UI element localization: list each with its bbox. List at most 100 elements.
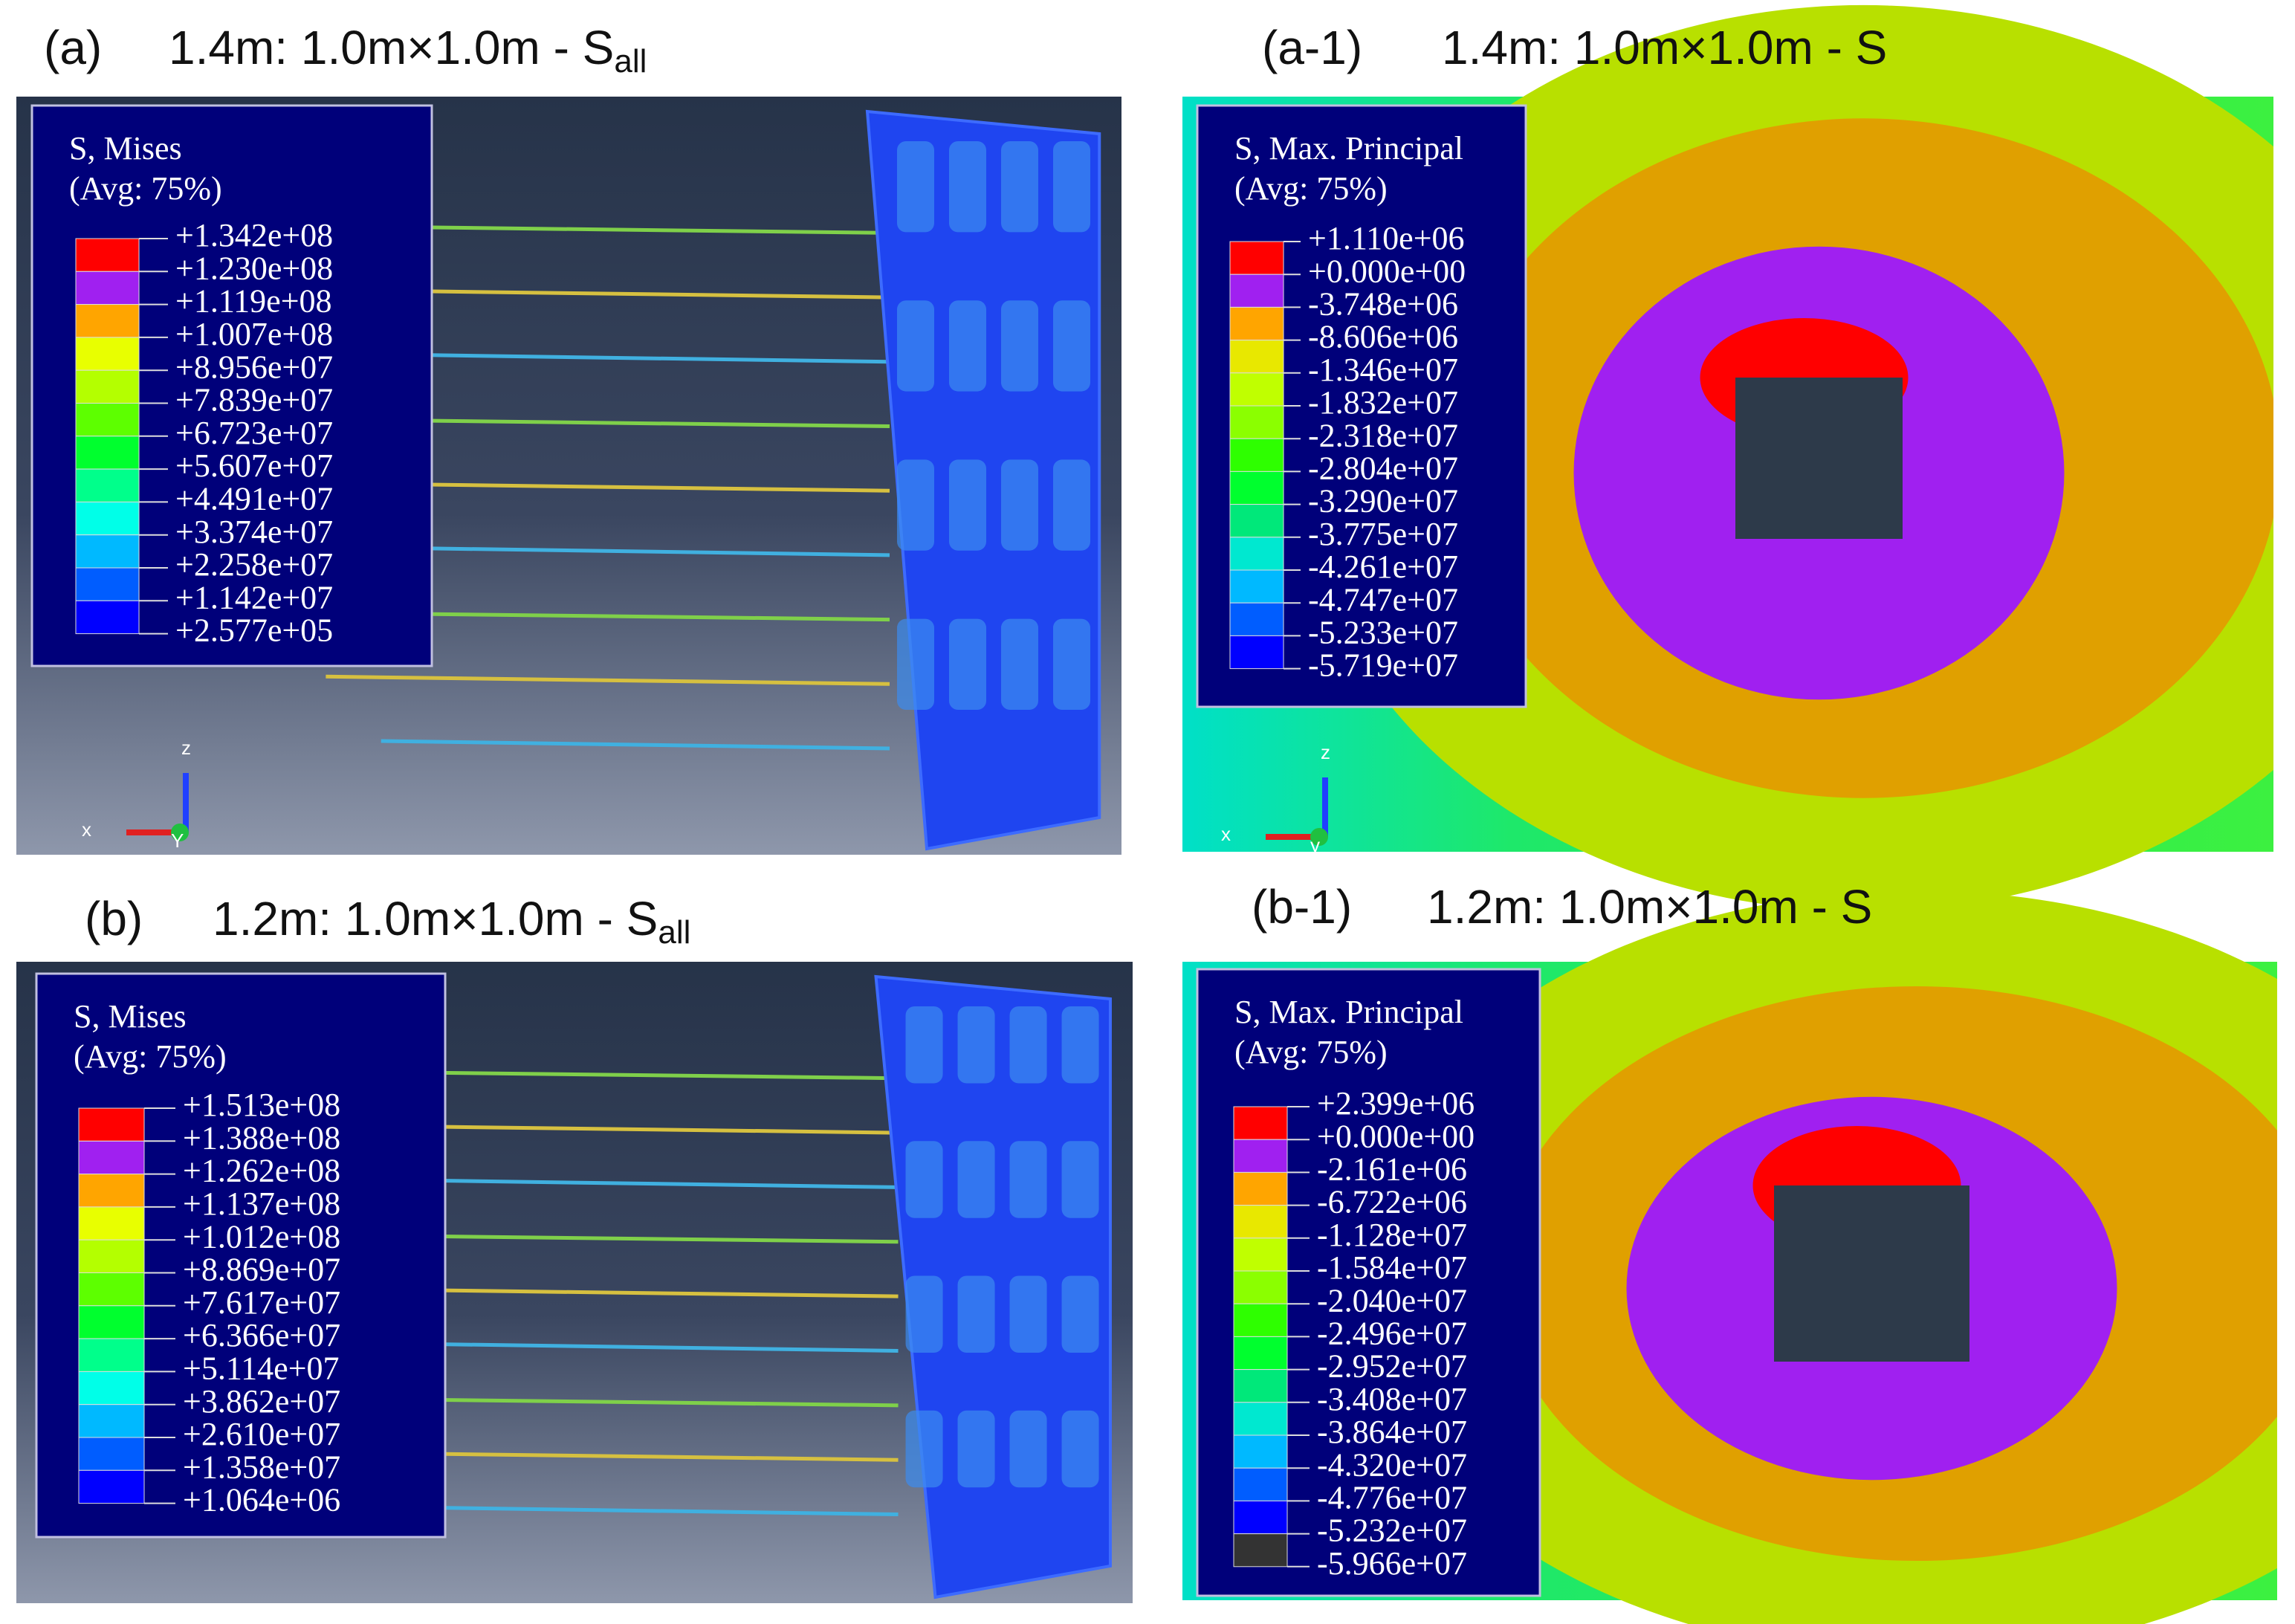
mesh-cell: [1052, 459, 1090, 551]
triad-label: x: [1221, 823, 1231, 845]
legend-swatch: [1229, 274, 1284, 308]
mesh-cell: [1009, 1275, 1047, 1353]
legend-swatch: [1229, 340, 1284, 374]
legend-swatch: [75, 468, 140, 502]
legend-swatch: [1233, 1238, 1288, 1272]
legend-swatch: [1233, 1139, 1288, 1173]
legend-value: -1.128e+07: [1317, 1217, 1467, 1253]
legend-swatch: [75, 403, 140, 437]
legend-title: S, Mises: [74, 998, 187, 1035]
panel-title: (a-1) 1.4m: 1.0m×1.0m - S: [1262, 21, 1887, 74]
legend-subtitle: (Avg: 75%): [74, 1038, 227, 1075]
legend-swatch: [78, 1437, 145, 1471]
legend-swatch: [75, 436, 140, 470]
legend-value: +7.617e+07: [183, 1284, 340, 1321]
legend-value: -3.864e+07: [1317, 1414, 1467, 1450]
legend-value: +1.064e+06: [183, 1482, 340, 1518]
panel: (a-1) 1.4m: 1.0m×1.0m - S S, Max. Principa…: [1182, 5, 2295, 911]
legend-swatch: [78, 1174, 145, 1208]
triad-label: z: [181, 737, 191, 759]
opening: [1774, 1185, 1969, 1362]
legend-swatch: [78, 1404, 145, 1438]
legend-value: +1.012e+08: [183, 1218, 340, 1255]
legend-value: +7.839e+07: [175, 382, 333, 418]
mesh-cell: [1061, 1275, 1099, 1353]
legend-swatch: [75, 337, 140, 371]
legend-value: -2.496e+07: [1317, 1315, 1467, 1351]
legend-swatch: [1233, 1402, 1288, 1436]
legend-value: +1.230e+08: [175, 250, 333, 286]
legend-value: +5.607e+07: [175, 447, 333, 484]
panel-subscript: all: [614, 43, 647, 80]
mesh-cell: [1061, 1006, 1099, 1084]
legend-value: -3.408e+07: [1317, 1381, 1467, 1417]
panel-label: (a): [44, 21, 102, 74]
legend-value: -2.161e+06: [1317, 1151, 1467, 1187]
legend-swatch: [75, 238, 140, 272]
panel-title: (b) 1.2m: 1.0m×1.0m - Sall: [85, 892, 690, 951]
legend-swatch: [1229, 635, 1284, 670]
legend-value: +2.258e+07: [175, 546, 333, 583]
mesh-cell: [1009, 1141, 1047, 1218]
legend-value: +2.610e+07: [183, 1416, 340, 1452]
legend-swatch: [78, 1272, 145, 1307]
legend-value: -4.320e+07: [1317, 1446, 1467, 1483]
legend-swatch: [1233, 1171, 1288, 1206]
legend-swatch: [75, 501, 140, 536]
legend-value: -8.606e+06: [1308, 319, 1458, 355]
legend-swatch: [1233, 1500, 1288, 1535]
legend-swatch: [1229, 372, 1284, 407]
mesh-cell: [896, 459, 934, 551]
legend-swatch: [1233, 1336, 1288, 1371]
mesh-cell: [1052, 300, 1090, 392]
mesh-cell: [1061, 1410, 1099, 1488]
panel: (b) 1.2m: 1.0m×1.0m - Sall S, Mises(Avg: 7…: [16, 892, 1133, 1603]
legend-value: -5.233e+07: [1308, 614, 1458, 650]
mesh-cell: [1061, 1141, 1099, 1218]
mesh-cell: [1000, 459, 1038, 551]
legend-value: +1.119e+08: [175, 283, 332, 320]
mesh-cell: [948, 459, 986, 551]
legend-value: +6.366e+07: [183, 1317, 340, 1353]
legend-value: -2.318e+07: [1308, 417, 1458, 453]
legend-value: +1.342e+08: [175, 217, 333, 253]
legend-value: -2.804e+07: [1308, 450, 1458, 486]
opening: [1735, 378, 1903, 539]
legend-value: +8.869e+07: [183, 1252, 340, 1288]
triad-label: z: [1321, 741, 1330, 763]
legend-value: +1.142e+07: [175, 579, 333, 615]
legend-swatch: [1229, 470, 1284, 505]
legend-value: -1.584e+07: [1317, 1249, 1467, 1286]
legend-value: -2.040e+07: [1317, 1282, 1467, 1319]
legend-value: -6.722e+06: [1317, 1184, 1467, 1220]
legend-swatch: [1229, 438, 1284, 472]
legend-value: -5.966e+07: [1317, 1545, 1467, 1582]
legend-title: S, Max. Principal: [1234, 994, 1463, 1030]
legend-value: -3.290e+07: [1308, 483, 1458, 520]
legend-value: -4.776e+07: [1317, 1479, 1467, 1515]
mesh-cell: [905, 1410, 943, 1488]
legend-value: +4.491e+07: [175, 480, 333, 517]
mesh-cell: [896, 618, 934, 710]
legend-swatch: [1229, 504, 1284, 538]
mesh-cell: [1052, 141, 1090, 233]
legend-swatch: [75, 600, 140, 635]
panel-label: (a-1): [1262, 21, 1362, 74]
legend-value: +1.137e+08: [183, 1185, 340, 1222]
mesh-cell: [957, 1410, 995, 1488]
legend-swatch: [1233, 1467, 1288, 1501]
legend-swatch: [1229, 241, 1284, 275]
legend-swatch: [1233, 1270, 1288, 1304]
legend-title: S, Mises: [69, 130, 182, 166]
legend-swatch: [75, 304, 140, 338]
legend-value: -4.261e+07: [1308, 549, 1458, 585]
mesh-cell: [905, 1275, 943, 1353]
mesh-cell: [957, 1006, 995, 1084]
legend-value: +6.723e+07: [175, 415, 333, 451]
legend-swatch: [78, 1371, 145, 1405]
legend-value: +3.374e+07: [175, 514, 333, 550]
legend-swatch: [1233, 1106, 1288, 1140]
triad-label: y: [1310, 834, 1320, 856]
panel: (b-1) 1.2m: 1.0m×1.0m - S S, Max. Principa…: [1182, 880, 2295, 1624]
legend-value: -2.952e+07: [1317, 1348, 1467, 1385]
